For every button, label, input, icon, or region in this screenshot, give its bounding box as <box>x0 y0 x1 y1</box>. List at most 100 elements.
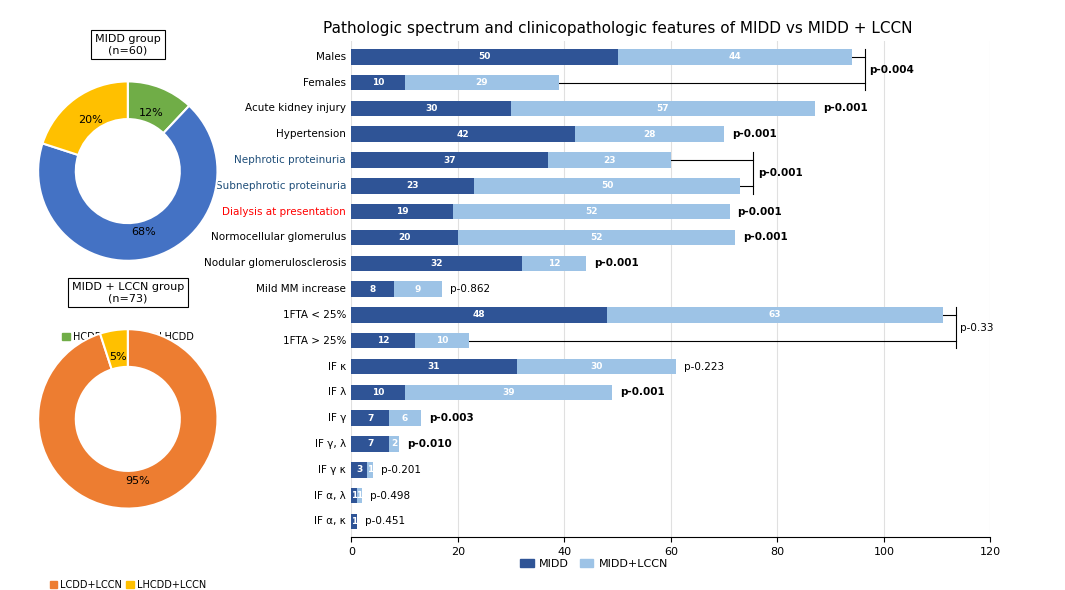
Wedge shape <box>38 106 217 261</box>
Bar <box>351 49 618 64</box>
Text: 10: 10 <box>372 388 384 397</box>
Text: 1: 1 <box>367 466 373 474</box>
Bar <box>351 204 453 219</box>
Text: 42: 42 <box>457 130 470 139</box>
Text: 63: 63 <box>769 310 781 319</box>
Bar <box>351 307 607 323</box>
Text: 57: 57 <box>657 104 669 113</box>
Text: 52: 52 <box>590 233 603 242</box>
Bar <box>351 514 357 529</box>
Text: p-0.001: p-0.001 <box>737 206 783 217</box>
Text: 52: 52 <box>585 207 597 216</box>
Text: Acute kidney injury: Acute kidney injury <box>245 103 346 113</box>
Text: 1: 1 <box>357 491 362 500</box>
Wedge shape <box>43 81 128 155</box>
Bar <box>351 281 394 297</box>
Text: 1: 1 <box>351 491 357 500</box>
Bar <box>351 462 367 477</box>
Bar <box>351 230 458 245</box>
Bar <box>351 333 415 349</box>
Text: p-0.001: p-0.001 <box>594 258 639 268</box>
Bar <box>351 488 357 503</box>
Text: Subnephrotic proteinuria: Subnephrotic proteinuria <box>216 181 346 191</box>
Text: p-0.010: p-0.010 <box>407 439 453 449</box>
Text: IF γ κ: IF γ κ <box>318 465 346 475</box>
Text: p-0.001: p-0.001 <box>822 103 868 113</box>
Text: 48: 48 <box>473 310 486 319</box>
Bar <box>351 178 474 194</box>
Bar <box>618 49 852 64</box>
Bar <box>389 436 399 452</box>
Text: 95%: 95% <box>126 476 150 486</box>
Text: p-0.001: p-0.001 <box>757 168 803 178</box>
Text: 23: 23 <box>407 181 419 191</box>
Bar <box>351 101 511 116</box>
Text: IF α, κ: IF α, κ <box>314 516 346 526</box>
Legend: MIDD, MIDD+LCCN: MIDD, MIDD+LCCN <box>515 555 673 573</box>
Bar <box>522 255 586 271</box>
Bar <box>351 126 575 142</box>
Title: MIDD + LCCN group
(n=73): MIDD + LCCN group (n=73) <box>71 281 184 303</box>
Text: 29: 29 <box>476 78 488 87</box>
Bar <box>511 101 815 116</box>
Text: Nephrotic proteinuria: Nephrotic proteinuria <box>234 155 346 165</box>
Text: 20%: 20% <box>79 115 103 125</box>
Text: p-0.451: p-0.451 <box>364 516 405 526</box>
Text: Mild MM increase: Mild MM increase <box>257 284 346 294</box>
Text: 5%: 5% <box>110 352 127 362</box>
Text: 12: 12 <box>377 336 390 345</box>
Legend: HCDD, LCDD, LHCDD: HCDD, LCDD, LHCDD <box>59 328 197 346</box>
Text: IF λ: IF λ <box>328 388 346 397</box>
Text: p-0.33: p-0.33 <box>961 323 994 333</box>
Wedge shape <box>100 329 128 369</box>
Text: 12%: 12% <box>138 108 163 118</box>
Text: 10: 10 <box>372 78 384 87</box>
Text: 68%: 68% <box>131 227 155 237</box>
Text: 50: 50 <box>478 53 491 61</box>
Text: 9: 9 <box>415 284 421 294</box>
Text: 28: 28 <box>643 130 656 139</box>
Text: 7: 7 <box>367 414 373 422</box>
Text: p-0.004: p-0.004 <box>869 65 915 75</box>
Text: 1: 1 <box>351 517 357 526</box>
Bar <box>405 75 559 90</box>
Bar <box>458 230 735 245</box>
Text: 19: 19 <box>396 207 408 216</box>
Text: 6: 6 <box>402 414 408 422</box>
Wedge shape <box>38 329 217 509</box>
Bar <box>357 488 362 503</box>
Text: 3: 3 <box>357 466 362 474</box>
Bar <box>474 178 740 194</box>
Text: Males: Males <box>316 52 346 62</box>
Text: IF γ: IF γ <box>328 413 346 423</box>
Text: 30: 30 <box>590 362 603 371</box>
Text: p-0.001: p-0.001 <box>733 129 777 139</box>
Text: p-0.862: p-0.862 <box>449 284 490 294</box>
Bar <box>394 281 442 297</box>
Text: 50: 50 <box>601 181 613 191</box>
Text: 2: 2 <box>391 440 397 448</box>
Text: Females: Females <box>304 78 346 87</box>
Text: 8: 8 <box>370 284 376 294</box>
Text: IF α, λ: IF α, λ <box>314 491 346 500</box>
Bar <box>351 255 522 271</box>
Text: p-0.223: p-0.223 <box>685 362 724 372</box>
Bar <box>405 385 612 400</box>
Bar <box>575 126 724 142</box>
Text: Hypertension: Hypertension <box>276 129 346 139</box>
Bar <box>389 411 421 426</box>
Text: IF κ: IF κ <box>328 362 346 372</box>
Bar <box>548 152 671 168</box>
Text: IF γ, λ: IF γ, λ <box>315 439 346 449</box>
Text: 37: 37 <box>444 156 456 165</box>
Legend: LCDD+LCCN, LHCDD+LCCN: LCDD+LCCN, LHCDD+LCCN <box>46 576 210 590</box>
Text: 10: 10 <box>436 336 448 345</box>
Bar <box>517 359 676 374</box>
Text: 39: 39 <box>503 388 514 397</box>
Text: 30: 30 <box>425 104 438 113</box>
Text: 23: 23 <box>604 156 616 165</box>
Bar <box>351 385 405 400</box>
Text: 32: 32 <box>430 259 443 268</box>
Title: MIDD group
(n=60): MIDD group (n=60) <box>95 34 161 55</box>
Text: 7: 7 <box>367 440 373 448</box>
